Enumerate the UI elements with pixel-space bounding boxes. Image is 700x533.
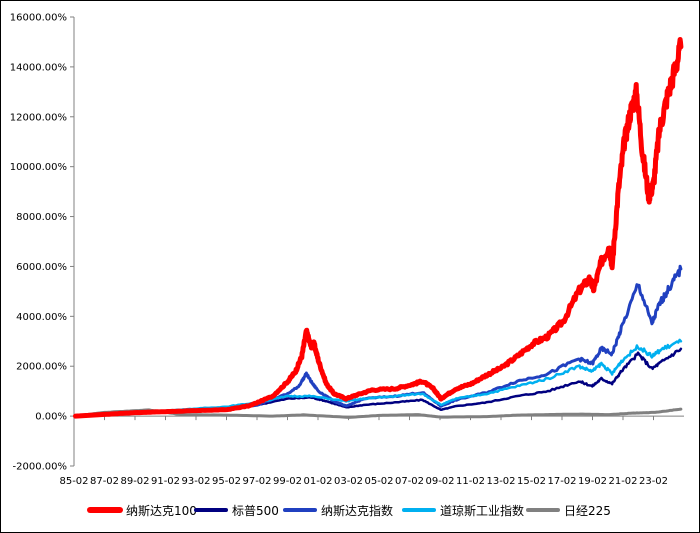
x-tick-label: 93-02 bbox=[181, 476, 210, 487]
x-tick-label: 01-02 bbox=[303, 476, 332, 487]
x-tick-label: 09-02 bbox=[425, 476, 454, 487]
x-tick-label: 95-02 bbox=[212, 476, 241, 487]
x-tick-label: 89-02 bbox=[120, 476, 149, 487]
legend-label: 纳斯达克100 bbox=[126, 504, 197, 518]
legend: 纳斯达克100 标普500 纳斯达克指数 道琼斯工业指数 日经225 bbox=[87, 503, 611, 518]
y-tick-label: 0.00% bbox=[35, 412, 67, 423]
y-tick-label: 4000.00% bbox=[16, 312, 67, 323]
x-tick-label: 03-02 bbox=[334, 476, 363, 487]
legend-item: 纳斯达克100 bbox=[87, 504, 197, 518]
y-tick-label: 16000.00% bbox=[10, 13, 67, 24]
legend-label: 纳斯达克指数 bbox=[321, 503, 393, 518]
series-line bbox=[74, 407, 683, 419]
x-tick-label: 91-02 bbox=[151, 476, 180, 487]
x-tick-label: 17-02 bbox=[547, 476, 576, 487]
series-layer bbox=[73, 37, 684, 419]
x-tick-label: 97-02 bbox=[242, 476, 271, 487]
x-tick-label: 07-02 bbox=[395, 476, 424, 487]
y-tick-label: 10000.00% bbox=[10, 162, 67, 173]
legend-item: 标普500 bbox=[194, 504, 279, 518]
legend-label: 日经225 bbox=[564, 504, 611, 518]
y-tick-label: 6000.00% bbox=[16, 262, 67, 273]
y-tick-label: 12000.00% bbox=[10, 112, 67, 123]
y-tick-label: 8000.00% bbox=[16, 212, 67, 223]
y-axis: 16000.00% 14000.00% 12000.00% 10000.00% 8000… bbox=[10, 13, 75, 473]
x-tick-label: 99-02 bbox=[273, 476, 302, 487]
legend-label: 标普500 bbox=[232, 504, 279, 518]
legend-item: 日经225 bbox=[526, 504, 611, 518]
x-tick-label: 21-02 bbox=[608, 476, 637, 487]
y-tick-label: 14000.00% bbox=[10, 62, 67, 73]
x-tick-label: 19-02 bbox=[578, 476, 607, 487]
x-tick-label: 13-02 bbox=[486, 476, 515, 487]
x-tick-label: 87-02 bbox=[90, 476, 119, 487]
x-tick-label: 05-02 bbox=[364, 476, 393, 487]
x-tick-label: 85-02 bbox=[59, 476, 88, 487]
series-line bbox=[73, 37, 684, 419]
legend-item: 道琼斯工业指数 bbox=[402, 503, 524, 518]
x-tick-label: 23-02 bbox=[639, 476, 668, 487]
legend-item: 纳斯达克指数 bbox=[283, 503, 393, 518]
y-tick-label: -2000.00% bbox=[13, 462, 67, 473]
x-tick-label: 11-02 bbox=[456, 476, 485, 487]
y-tick-label: 2000.00% bbox=[16, 362, 67, 373]
x-tick-label: 15-02 bbox=[517, 476, 546, 487]
x-axis: 85-02 87-02 89-02 91-02 93-02 95-02 97-02 99-02… bbox=[59, 415, 684, 487]
legend-label: 道琼斯工业指数 bbox=[440, 503, 524, 518]
